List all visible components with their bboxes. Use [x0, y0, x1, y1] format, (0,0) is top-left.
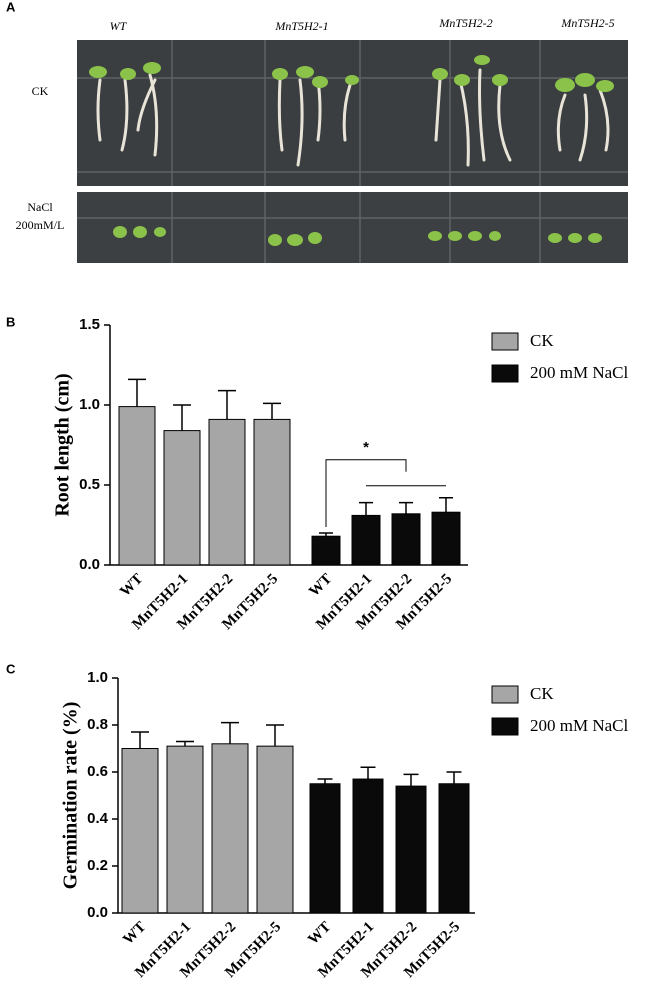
panel-label: C [6, 661, 16, 676]
error-bar [131, 731, 149, 749]
plate-ck [77, 40, 628, 186]
bar [163, 430, 201, 566]
y-axis-label: Root length (cm) [52, 373, 74, 516]
legend-swatch [491, 685, 519, 704]
legend-label: CK [530, 684, 554, 703]
error-bar [319, 532, 333, 537]
x-tick-label: WT [117, 571, 146, 600]
bar [309, 783, 341, 914]
error-bar [446, 771, 462, 784]
panel-label: A [6, 0, 16, 14]
row-label: 200mM/L [16, 218, 65, 232]
significance-label: * [363, 439, 369, 456]
legend-label: 200 mM NaCl [530, 716, 629, 735]
row-label: NaCl [27, 200, 53, 214]
bar [438, 783, 470, 914]
significance-bracket [325, 459, 446, 527]
error-bar [128, 378, 146, 407]
y-tick-label: 0.5 [79, 476, 100, 493]
panel-label: B [6, 314, 15, 329]
column-label: MnT5H2-1 [274, 19, 328, 33]
y-tick-label: 0.2 [87, 857, 108, 874]
bar [395, 785, 427, 914]
error-bar [403, 773, 419, 787]
bar [121, 748, 159, 914]
legend-label: 200 mM NaCl [530, 363, 629, 382]
error-bar [263, 402, 281, 420]
x-tick-label: WT [120, 919, 149, 948]
error-bar [266, 724, 284, 747]
legend-swatch [491, 717, 519, 736]
row-label: CK [32, 84, 49, 98]
bar [256, 745, 294, 914]
y-tick-label: 1.0 [87, 669, 108, 686]
bar [118, 406, 156, 566]
column-label: MnT5H2-2 [438, 16, 492, 30]
error-bar [176, 740, 194, 747]
column-label: WT [110, 19, 128, 33]
x-tick-label: WT [306, 571, 335, 600]
error-bar [173, 404, 191, 431]
bar [391, 513, 421, 566]
column-label: MnT5H2-5 [560, 16, 614, 30]
error-bar [439, 497, 453, 513]
bar [431, 511, 461, 566]
x-tick-label: WT [305, 919, 334, 948]
legend-swatch [491, 364, 519, 383]
bar [166, 745, 204, 914]
y-tick-label: 0.4 [87, 810, 109, 827]
error-bar [221, 721, 239, 744]
legend-swatch [491, 332, 519, 351]
bar [352, 778, 384, 914]
y-tick-label: 1.5 [79, 316, 100, 333]
bar [253, 418, 291, 566]
y-axis-label: Germination rate (%) [60, 702, 82, 890]
error-bar [360, 766, 376, 780]
y-tick-label: 0.8 [87, 716, 108, 733]
error-bar [317, 778, 333, 784]
error-bar [359, 501, 373, 516]
legend-label: CK [530, 331, 554, 350]
error-bar [218, 389, 236, 420]
bar [311, 535, 341, 566]
error-bar [399, 501, 413, 514]
bar [211, 743, 249, 914]
plate-nacl [77, 192, 628, 263]
photo [77, 40, 628, 263]
y-tick-label: 0.0 [87, 904, 108, 921]
y-tick-label: 0.6 [87, 763, 108, 780]
bar [208, 418, 246, 566]
y-tick-label: 1.0 [79, 396, 100, 413]
y-tick-label: 0.0 [79, 556, 100, 573]
bar [351, 514, 381, 566]
